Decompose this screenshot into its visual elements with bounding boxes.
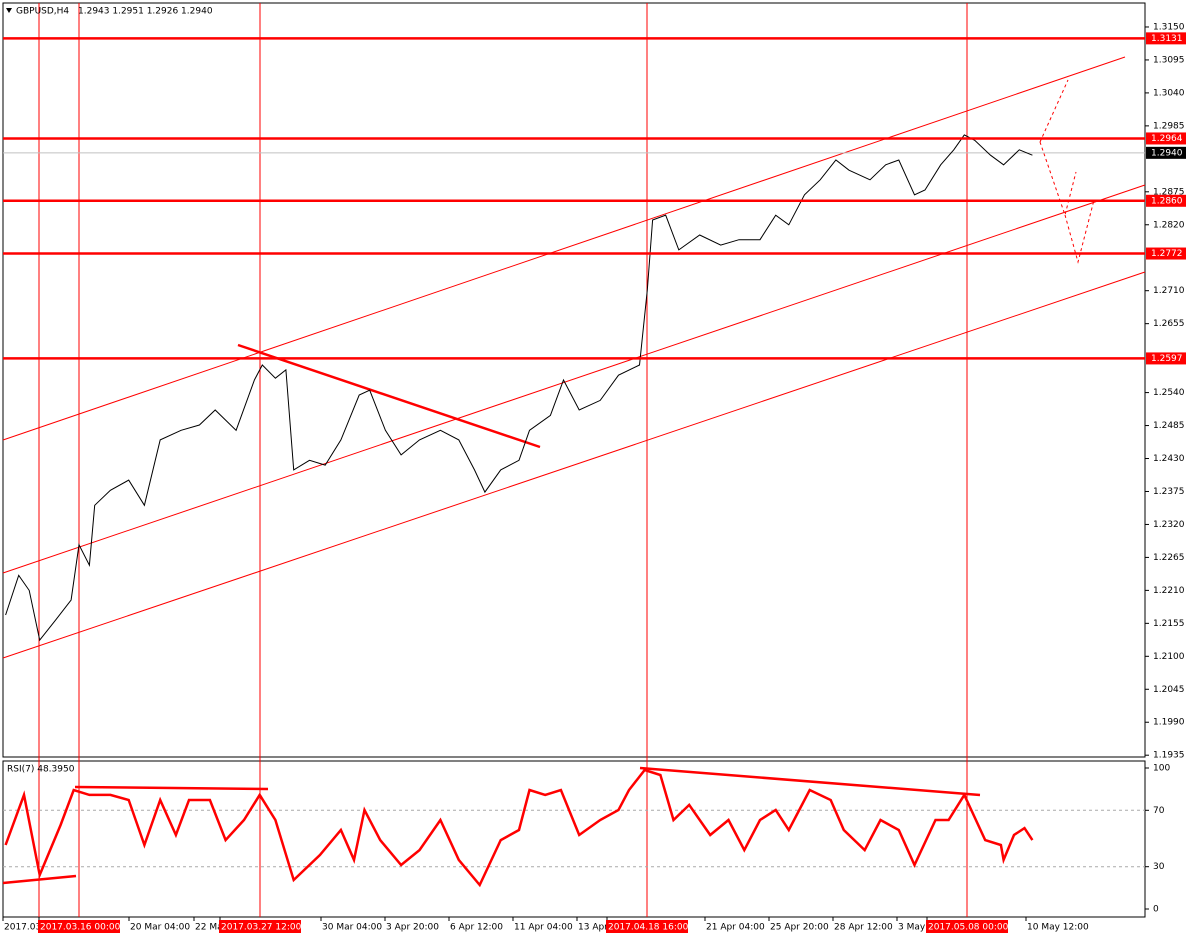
y-tick-label: 1.2985 — [1153, 121, 1185, 131]
x-tick-label: 2017.05.08 00:00 — [928, 923, 1009, 933]
price-tag — [1146, 146, 1186, 159]
x-tick-label: 21 Apr 04:00 — [706, 923, 765, 933]
y-tick-label: 1.2655 — [1153, 319, 1185, 329]
y-tick-label: 1.2100 — [1153, 652, 1185, 662]
x-tick-label: 6 Apr 12:00 — [450, 923, 503, 933]
trend-line — [237, 343, 541, 449]
x-tick-label: 28 Apr 12:00 — [834, 923, 893, 933]
y-tick-label: 1.2875 — [1153, 187, 1185, 197]
level-label: 1.2772 — [1151, 249, 1183, 259]
y-tick-label: 1.3040 — [1153, 88, 1185, 98]
y-tick-label: 1.2820 — [1153, 220, 1185, 230]
y-tick-label: 1.1935 — [1153, 751, 1185, 761]
y-tick-label: 1.3095 — [1153, 55, 1185, 65]
y-tick-label: 0 — [1153, 905, 1159, 915]
time-tag — [606, 920, 688, 933]
rsi-pane — [2, 760, 1146, 918]
x-tick-label: 30 Mar 04:00 — [322, 923, 382, 933]
level-tag — [1146, 132, 1186, 145]
time-tag — [926, 920, 1008, 933]
x-tick-label: 20 Mar 04:00 — [130, 923, 190, 933]
level-tag — [1146, 194, 1186, 207]
y-tick-label: 1.1990 — [1153, 718, 1185, 728]
rsi-trend — [74, 785, 269, 791]
x-tick-label: 2017.04.18 16:00 — [608, 923, 689, 933]
projection — [1039, 141, 1077, 217]
series-line — [4, 768, 1034, 888]
x-tick-label: 2017.03. — [4, 923, 44, 933]
y-tick-label: 1.2265 — [1153, 553, 1185, 563]
y-tick-label: 1.2430 — [1153, 454, 1185, 464]
x-tick-label: 13 Apr — [578, 923, 608, 933]
channel-lower — [2, 271, 1146, 659]
price-pane — [2, 2, 1146, 758]
projection — [1039, 79, 1069, 143]
x-tick-label: 2017.03.27 12:00 — [221, 923, 302, 933]
series-line — [5, 134, 1033, 642]
y-tick-label: 1.3150 — [1153, 22, 1185, 32]
y-tick-label: 30 — [1153, 862, 1165, 872]
y-tick-label: 1.2540 — [1153, 388, 1185, 398]
price-label: 1.2940 — [1151, 148, 1183, 158]
chart-title: GBPUSD,H4 — [16, 7, 69, 17]
time-tag — [219, 920, 301, 933]
ohlc-text: 1.2943 1.2951 1.2926 1.2940 — [78, 7, 213, 17]
x-tick-label: 2017.03.16 00:00 — [40, 923, 121, 933]
x-tick-label: 10 May 12:00 — [1027, 923, 1089, 933]
drawings — [2, 56, 1146, 885]
level-label: 1.2964 — [1151, 134, 1183, 144]
rsi-trend — [639, 766, 981, 797]
level-tag — [1146, 247, 1186, 260]
y-tick-label: 1.2375 — [1153, 487, 1185, 497]
x-tick-label: 3 Apr 20:00 — [386, 923, 439, 933]
vertical-lines — [38, 3, 968, 917]
level-label: 1.2597 — [1151, 354, 1183, 364]
x-tick-label: 11 Apr 04:00 — [514, 923, 573, 933]
rsi-trend — [2, 874, 77, 885]
x-tick-label: 25 Apr 20:00 — [770, 923, 829, 933]
y-tick-label: 1.2210 — [1153, 586, 1185, 596]
y-tick-label: 1.2155 — [1153, 619, 1185, 629]
y-tick-label: 1.2045 — [1153, 685, 1185, 695]
level-tag — [1146, 352, 1186, 365]
x-tick-label: 22 Ma — [195, 923, 223, 933]
rsi-title: RSI(7) 48.3950 — [7, 765, 75, 775]
channel-upper — [2, 56, 1126, 441]
y-tick-label: 1.2485 — [1153, 421, 1185, 431]
x-tick-label: 3 May — [898, 923, 926, 933]
level-label: 1.3131 — [1151, 34, 1183, 44]
projection — [1064, 199, 1095, 264]
y-tick-label: 70 — [1153, 806, 1165, 816]
time-tag — [38, 920, 120, 933]
level-tag — [1146, 32, 1186, 45]
y-tick-label: 100 — [1153, 764, 1170, 774]
channel-middle — [2, 184, 1146, 574]
y-tick-label: 1.2320 — [1153, 520, 1185, 530]
y-tick-label: 1.2710 — [1153, 286, 1185, 296]
menu-arrow[interactable] — [6, 8, 12, 13]
level-label: 1.2860 — [1151, 196, 1183, 206]
